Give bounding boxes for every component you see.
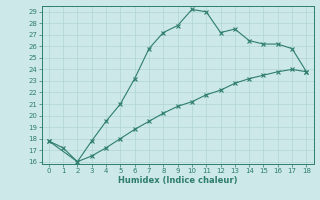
X-axis label: Humidex (Indice chaleur): Humidex (Indice chaleur) bbox=[118, 176, 237, 185]
